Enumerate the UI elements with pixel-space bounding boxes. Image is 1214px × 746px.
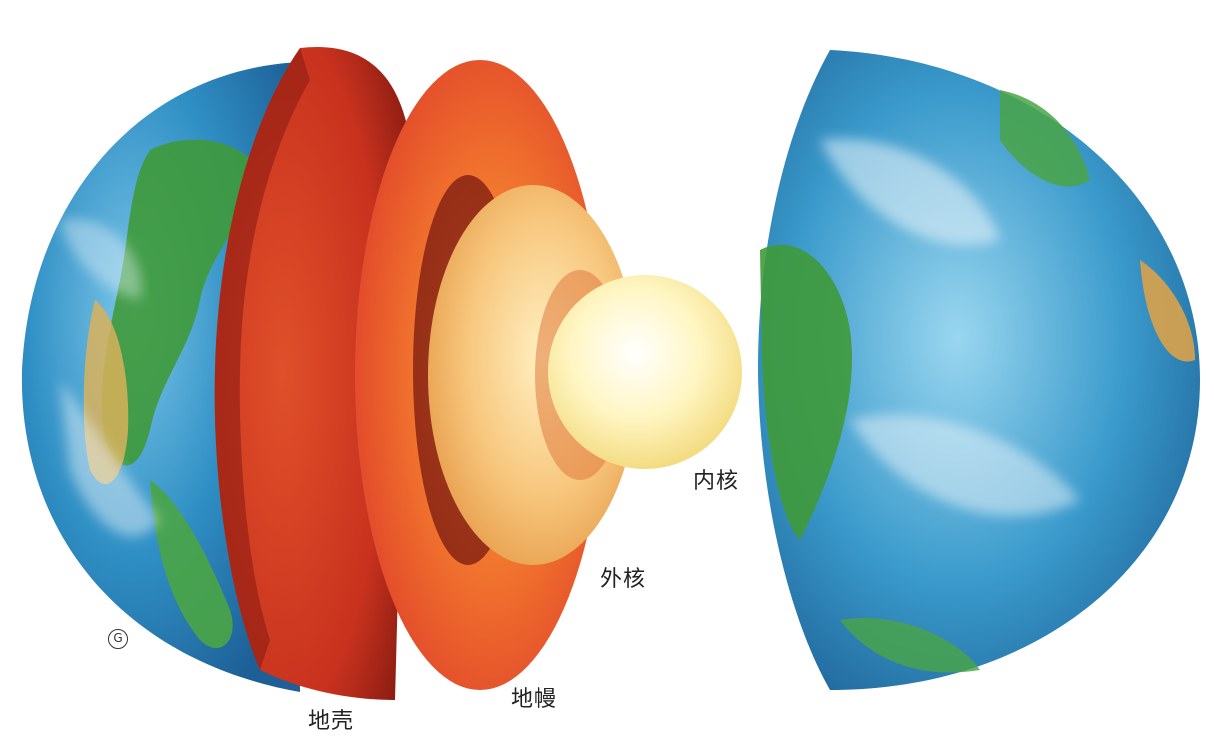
crust-layer <box>214 46 410 701</box>
copyright-mark: G <box>108 629 128 649</box>
label-inner-core: 内核 <box>693 469 740 494</box>
right-earth-hemisphere <box>757 50 1200 690</box>
label-crust: 地壳 <box>308 709 355 734</box>
label-mantle: 地幔 <box>511 687 558 712</box>
label-outer-core: 外核 <box>600 567 647 592</box>
inner-core-sphere <box>548 275 742 469</box>
